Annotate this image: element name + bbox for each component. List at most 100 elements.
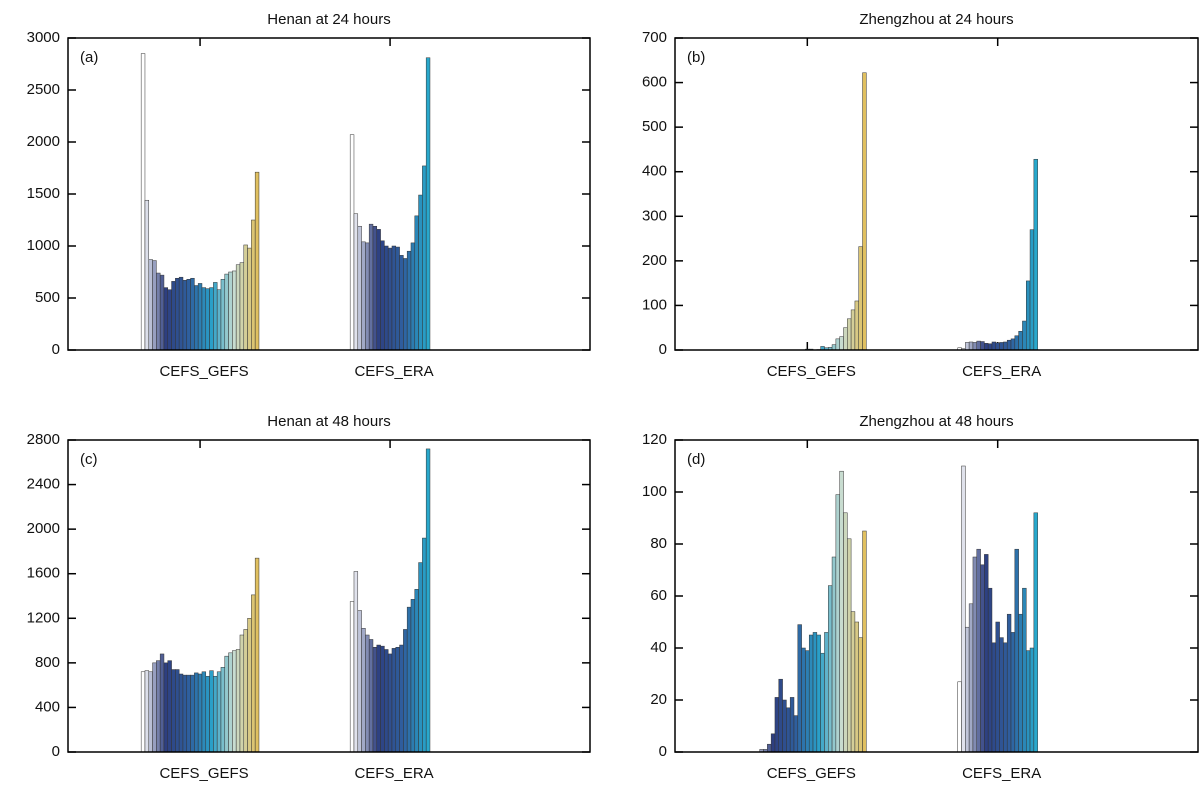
- bar: [801, 647, 806, 753]
- y-tick-label: 1200: [27, 609, 60, 626]
- x-tick-label: CEFS_GEFS: [159, 765, 248, 782]
- bar: [171, 281, 176, 351]
- x-tick-label: CEFS_GEFS: [767, 765, 856, 782]
- x-tick-label: CEFS_GEFS: [767, 363, 856, 380]
- bar: [797, 624, 802, 753]
- y-tick-label: 300: [642, 207, 667, 224]
- bar: [1022, 587, 1027, 753]
- y-tick-label: 100: [642, 483, 667, 500]
- bar: [361, 628, 366, 753]
- bar: [213, 282, 218, 351]
- bar: [968, 603, 974, 753]
- bar: [361, 241, 366, 351]
- y-tick-label: 0: [659, 743, 667, 760]
- bar: [251, 594, 256, 753]
- panel-title: Henan at 24 hours: [267, 11, 390, 28]
- bar: [961, 465, 966, 753]
- bar: [376, 229, 381, 351]
- bar: [156, 660, 161, 753]
- bar: [850, 309, 856, 351]
- bar: [235, 264, 241, 351]
- y-tick-label: 700: [642, 29, 667, 46]
- panel-label: (c): [80, 451, 98, 468]
- y-tick-label: 2800: [27, 431, 60, 448]
- bar: [987, 587, 993, 753]
- x-tick-label: CEFS_ERA: [962, 363, 1041, 380]
- bar: [782, 699, 787, 753]
- bar: [175, 277, 180, 351]
- y-tick-label: 80: [650, 535, 667, 552]
- bar: [957, 681, 962, 753]
- bar: [858, 246, 863, 351]
- bar: [984, 554, 989, 753]
- bar: [372, 647, 378, 753]
- panel: Henan at 48 hours (c) 0 400 800 1200 1600 2000 2…: [27, 413, 591, 782]
- bar: [824, 632, 829, 753]
- bar: [232, 270, 237, 351]
- bar: [387, 247, 393, 351]
- y-tick-label: 100: [642, 296, 667, 313]
- bar: [987, 343, 993, 351]
- bar: [194, 672, 199, 753]
- bar: [778, 678, 783, 753]
- bar: [368, 639, 374, 753]
- bar: [858, 637, 863, 753]
- bar: [1006, 339, 1012, 351]
- y-tick-label: 0: [659, 341, 667, 358]
- bar: [820, 652, 825, 753]
- y-tick-label: 0: [52, 341, 60, 358]
- bar: [395, 647, 400, 753]
- bar: [201, 287, 207, 351]
- y-tick-label: 2400: [27, 476, 60, 493]
- bar: [980, 341, 985, 351]
- bar: [213, 675, 218, 753]
- bar: [254, 557, 260, 753]
- x-tick-label: CEFS_GEFS: [159, 363, 248, 380]
- bar: [410, 599, 416, 753]
- bar: [1018, 331, 1023, 351]
- bar: [186, 674, 191, 753]
- bar: [175, 669, 180, 753]
- bar: [228, 271, 233, 351]
- bar: [186, 279, 191, 351]
- bar: [140, 671, 146, 753]
- panel-label: (d): [687, 451, 705, 468]
- bar: [247, 618, 252, 753]
- y-tick-label: 60: [650, 587, 667, 604]
- bar: [1014, 548, 1019, 753]
- x-tick-label: CEFS_ERA: [962, 765, 1041, 782]
- bar: [205, 288, 210, 351]
- bar: [349, 601, 355, 753]
- y-tick-label: 40: [650, 639, 667, 656]
- bar: [984, 343, 989, 351]
- y-tick-label: 1000: [27, 237, 60, 254]
- bar: [839, 470, 844, 753]
- bar: [999, 637, 1004, 753]
- bar: [972, 342, 978, 351]
- bar: [232, 650, 237, 753]
- bar: [812, 632, 818, 753]
- panel: Henan at 24 hours (a) 0 500 1000 1500 2000 2500…: [27, 11, 591, 380]
- bar: [976, 548, 981, 753]
- bar: [152, 662, 157, 753]
- bar: [190, 674, 195, 753]
- bar: [847, 538, 852, 753]
- plot-frame: [67, 439, 591, 753]
- plot-frame: [674, 439, 1199, 753]
- bar: [854, 300, 859, 351]
- bar: [995, 621, 1000, 753]
- y-tick-label: 2500: [27, 81, 60, 98]
- bar: [357, 225, 362, 351]
- bar: [418, 562, 423, 753]
- bar: [194, 285, 199, 351]
- bar: [243, 629, 248, 753]
- bar: [1033, 512, 1038, 753]
- bar: [786, 707, 791, 753]
- bar: [980, 564, 985, 753]
- bar: [1003, 341, 1008, 351]
- bar: [1010, 632, 1016, 753]
- bar: [167, 289, 172, 351]
- bar: [144, 199, 150, 351]
- bar: [995, 342, 1000, 351]
- bar: [1018, 613, 1023, 753]
